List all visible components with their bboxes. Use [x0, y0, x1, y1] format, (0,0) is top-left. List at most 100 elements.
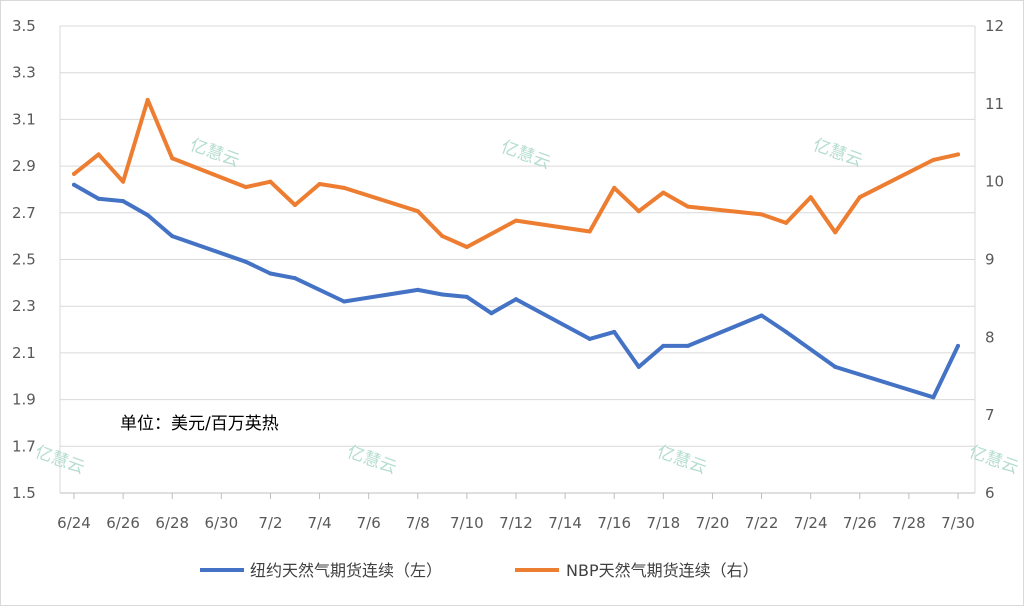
data-point-nymex	[96, 196, 101, 201]
data-point-nbp	[317, 182, 322, 187]
data-point-nymex	[145, 213, 150, 218]
data-point-nbp	[121, 179, 126, 184]
left-axis-tick-label: 2.1	[12, 344, 36, 362]
watermark-text: 亿慧云	[498, 137, 553, 173]
data-point-nymex	[121, 199, 126, 204]
data-point-nymex	[612, 329, 617, 334]
data-point-nymex	[784, 329, 789, 334]
right-axis-tick-label: 8	[985, 328, 995, 346]
data-point-nbp	[636, 209, 641, 214]
data-point-nbp	[931, 157, 936, 162]
data-point-nymex	[440, 292, 445, 297]
left-axis-tick-label: 2.5	[12, 251, 36, 269]
data-point-nbp	[661, 190, 666, 195]
right-axis-tick-label: 10	[985, 173, 1004, 191]
right-axis-tick-label: 9	[985, 251, 995, 269]
x-axis-tick-label: 6/28	[155, 514, 189, 532]
data-point-nymex	[514, 297, 518, 302]
x-axis-tick-label: 6/24	[57, 514, 91, 532]
x-axis-tick-label: 7/6	[357, 514, 381, 532]
data-point-nbp	[415, 209, 420, 214]
left-axis-tick-label: 1.5	[12, 484, 36, 502]
data-point-nymex	[661, 343, 666, 348]
data-point-nbp	[96, 152, 101, 157]
left-axis-tick-label: 2.3	[12, 297, 36, 315]
series-line-nbp	[72, 97, 960, 249]
x-axis-tick-label: 7/28	[892, 514, 926, 532]
x-axis-tick-label: 7/2	[258, 514, 282, 532]
data-point-nbp	[808, 195, 813, 200]
x-axis: 6/24 6/26 6/28 6/30 7/2 7/4 7/6 7/8 7/10 7/12 7/14…	[57, 492, 975, 532]
data-point-nbp	[440, 234, 445, 239]
data-point-nymex	[170, 234, 175, 239]
data-point-nbp	[857, 195, 862, 200]
x-axis-tick-label: 7/8	[406, 514, 430, 532]
x-axis-tick-label: 7/12	[499, 514, 533, 532]
data-point-nbp	[956, 152, 960, 157]
right-axis-tick-label: 12	[985, 17, 1004, 35]
data-point-nymex	[342, 299, 347, 304]
data-point-nbp	[170, 156, 175, 161]
data-point-nbp	[145, 97, 150, 102]
data-point-nbp	[293, 203, 297, 208]
data-point-nbp	[243, 185, 248, 190]
unit-annotation: 单位：美元/百万英热	[120, 414, 279, 434]
data-point-nymex	[268, 271, 273, 276]
data-point-nymex	[243, 259, 248, 264]
data-point-nymex	[931, 395, 936, 400]
data-point-nymex	[415, 287, 420, 292]
data-point-nymex	[759, 313, 764, 318]
left-y-axis: 1.5 1.7 1.9 2.1 2.3 2.5 2.7 2.9 3.1 3.3 3.5	[12, 17, 36, 502]
x-axis-tick-label: 7/30	[941, 514, 975, 532]
legend-label: 纽约天然气期货连续（左）	[250, 561, 442, 580]
data-point-nymex	[685, 343, 690, 348]
data-point-nymex	[489, 311, 494, 316]
data-point-nbp	[342, 185, 347, 190]
watermark-text: 亿慧云	[344, 442, 399, 478]
x-axis-tick-label: 7/16	[597, 514, 631, 532]
series-line-nymex	[72, 182, 960, 400]
data-point-nymex	[636, 364, 641, 369]
x-axis-tick-label: 7/18	[646, 514, 680, 532]
data-point-nbp	[685, 204, 690, 209]
data-point-nbp	[514, 218, 518, 223]
x-axis-tick-label: 7/10	[450, 514, 484, 532]
legend-label: NBP天然气期货连续（右）	[566, 561, 759, 580]
left-axis-tick-label: 1.9	[12, 391, 36, 409]
x-axis-tick-label: 7/26	[843, 514, 877, 532]
left-axis-tick-label: 1.7	[12, 437, 36, 455]
data-point-nymex	[956, 343, 960, 348]
data-point-nbp	[268, 179, 273, 184]
left-axis-tick-label: 3.5	[12, 17, 36, 35]
watermark-text: 亿慧云	[654, 442, 709, 478]
data-point-nbp	[587, 229, 592, 234]
right-axis-tick-label: 11	[985, 95, 1004, 113]
left-axis-tick-label: 3.1	[12, 110, 36, 128]
x-axis-tick-label: 7/20	[696, 514, 730, 532]
left-axis-tick-label: 2.7	[12, 204, 36, 222]
x-axis-tick-label: 7/14	[548, 514, 582, 532]
x-axis-tick-label: 6/26	[106, 514, 140, 532]
data-point-nbp	[612, 185, 617, 190]
data-point-nymex	[464, 294, 469, 299]
left-axis-tick-label: 2.9	[12, 157, 36, 175]
right-axis-tick-label: 6	[985, 484, 995, 502]
x-axis-tick-label: 6/30	[204, 514, 238, 532]
data-point-nbp	[784, 220, 789, 225]
right-y-axis: 6 7 8 9 10 11 12	[985, 17, 1004, 502]
data-point-nbp	[72, 171, 76, 176]
data-point-nbp	[464, 245, 469, 250]
x-axis-tick-label: 7/24	[794, 514, 828, 532]
data-point-nymex	[72, 182, 76, 187]
data-point-nymex	[587, 336, 592, 341]
data-point-nymex	[833, 364, 838, 369]
right-axis-tick-label: 7	[985, 406, 995, 424]
data-point-nbp	[759, 212, 764, 217]
x-axis-tick-label: 7/22	[745, 514, 779, 532]
x-axis-tick-label: 7/4	[307, 514, 331, 532]
series-layer	[72, 97, 960, 400]
legend: 纽约天然气期货连续（左） NBP天然气期货连续（右）	[200, 561, 759, 580]
left-axis-tick-label: 3.3	[12, 64, 36, 82]
data-point-nymex	[293, 276, 297, 281]
